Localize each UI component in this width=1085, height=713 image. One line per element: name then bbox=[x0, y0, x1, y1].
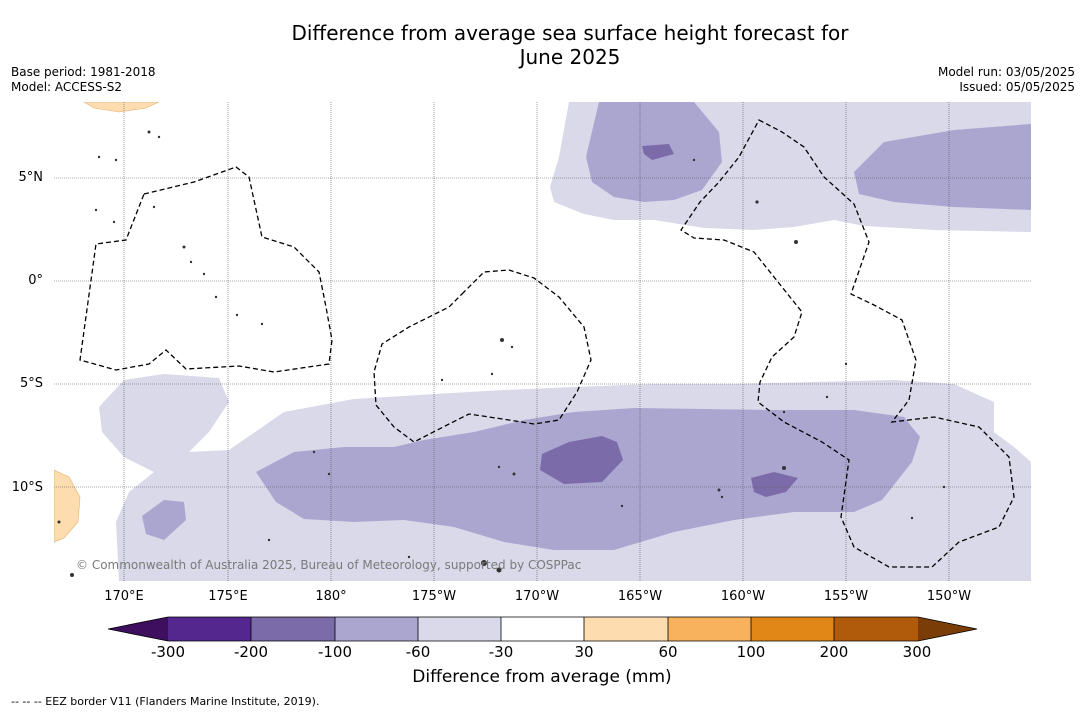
eez-borders bbox=[79, 119, 1015, 568]
colorbar-bin-4 bbox=[418, 617, 501, 641]
colorbar-bin-6 bbox=[584, 617, 668, 641]
issued-date: Issued: 05/05/2025 bbox=[959, 80, 1075, 94]
lat-label-0: 0° bbox=[28, 273, 43, 288]
colorbar-tick-30: 30 bbox=[574, 643, 594, 661]
island-markers bbox=[57, 130, 946, 577]
gridlines bbox=[54, 102, 1031, 581]
colorbar-bin-2 bbox=[251, 617, 335, 641]
anomaly-core-dark-north bbox=[642, 144, 674, 160]
lon-label-175w: 175°W bbox=[411, 589, 457, 604]
colorbar-extend-high bbox=[918, 617, 977, 641]
colorbar-bin-8 bbox=[751, 617, 834, 641]
colorbar-tick--60: -60 bbox=[405, 643, 431, 661]
colorbar-bin-1 bbox=[168, 617, 251, 641]
base-info: Base period: 1981-2018 Model: ACCESS-S2 bbox=[11, 65, 156, 95]
colorbar-bin-9 bbox=[834, 617, 918, 641]
anomaly-band-medium-west bbox=[142, 500, 186, 540]
lat-label-5n: 5°N bbox=[18, 170, 44, 185]
lon-label-150w: 150°W bbox=[926, 589, 972, 604]
colorbar-tick--300: -300 bbox=[150, 643, 186, 661]
colorbar-tick-200: 200 bbox=[819, 643, 849, 661]
copyright-notice: © Commonwealth of Australia 2025, Bureau… bbox=[76, 558, 582, 572]
positive-anomaly-northwest bbox=[83, 102, 160, 113]
title-line-2: June 2025 bbox=[519, 45, 621, 69]
title-line-1: Difference from average sea surface heig… bbox=[291, 21, 849, 45]
model-run-date: Model run: 03/05/2025 bbox=[937, 65, 1075, 79]
lon-label-180: 180° bbox=[315, 589, 347, 604]
lon-label-170w: 170°W bbox=[514, 589, 560, 604]
lon-label-175e: 175°E bbox=[208, 589, 248, 604]
colorbar-bin-3 bbox=[335, 617, 418, 641]
colorbar-tick-60: 60 bbox=[658, 643, 678, 661]
colorbar-tick--200: -200 bbox=[233, 643, 269, 661]
anomaly-core-dark-south bbox=[540, 436, 623, 484]
lat-label-10s: 10°S bbox=[11, 480, 43, 495]
map-canvas bbox=[54, 102, 1031, 581]
lon-label-170e: 170°E bbox=[104, 589, 144, 604]
colorbar-bin-7 bbox=[668, 617, 751, 641]
colorbar-tick--30: -30 bbox=[488, 643, 514, 661]
run-info: Model run: 03/05/2025 Issued: 05/05/2025 bbox=[938, 65, 1075, 95]
colorbar-title: Difference from average (mm) bbox=[412, 667, 672, 687]
eez-footnote: -- -- -- EEZ border V11 (Flanders Marine… bbox=[11, 695, 320, 708]
lat-label-5s: 5°S bbox=[19, 376, 43, 391]
map-area bbox=[54, 102, 1031, 581]
colorbar-tick--100: -100 bbox=[317, 643, 353, 661]
colorbar-outline bbox=[108, 616, 978, 642]
positive-anomaly-southwest bbox=[54, 469, 81, 543]
colorbar bbox=[108, 616, 978, 642]
colorbar-extend-low bbox=[108, 617, 168, 641]
colorbar-tick-100: 100 bbox=[736, 643, 766, 661]
model-name: Model: ACCESS-S2 bbox=[11, 80, 123, 94]
lon-label-160w: 160°W bbox=[720, 589, 766, 604]
map-title: Difference from average sea surface heig… bbox=[190, 21, 950, 69]
anomaly-core-dark-east bbox=[751, 472, 798, 497]
anomaly-band-medium-east bbox=[854, 124, 1031, 210]
colorbar-bin-5 bbox=[501, 617, 584, 641]
lon-label-155w: 155°W bbox=[823, 589, 869, 604]
colorbar-tick-300: 300 bbox=[902, 643, 932, 661]
base-period: Base period: 1981-2018 bbox=[11, 65, 156, 79]
lon-label-165w: 165°W bbox=[617, 589, 663, 604]
